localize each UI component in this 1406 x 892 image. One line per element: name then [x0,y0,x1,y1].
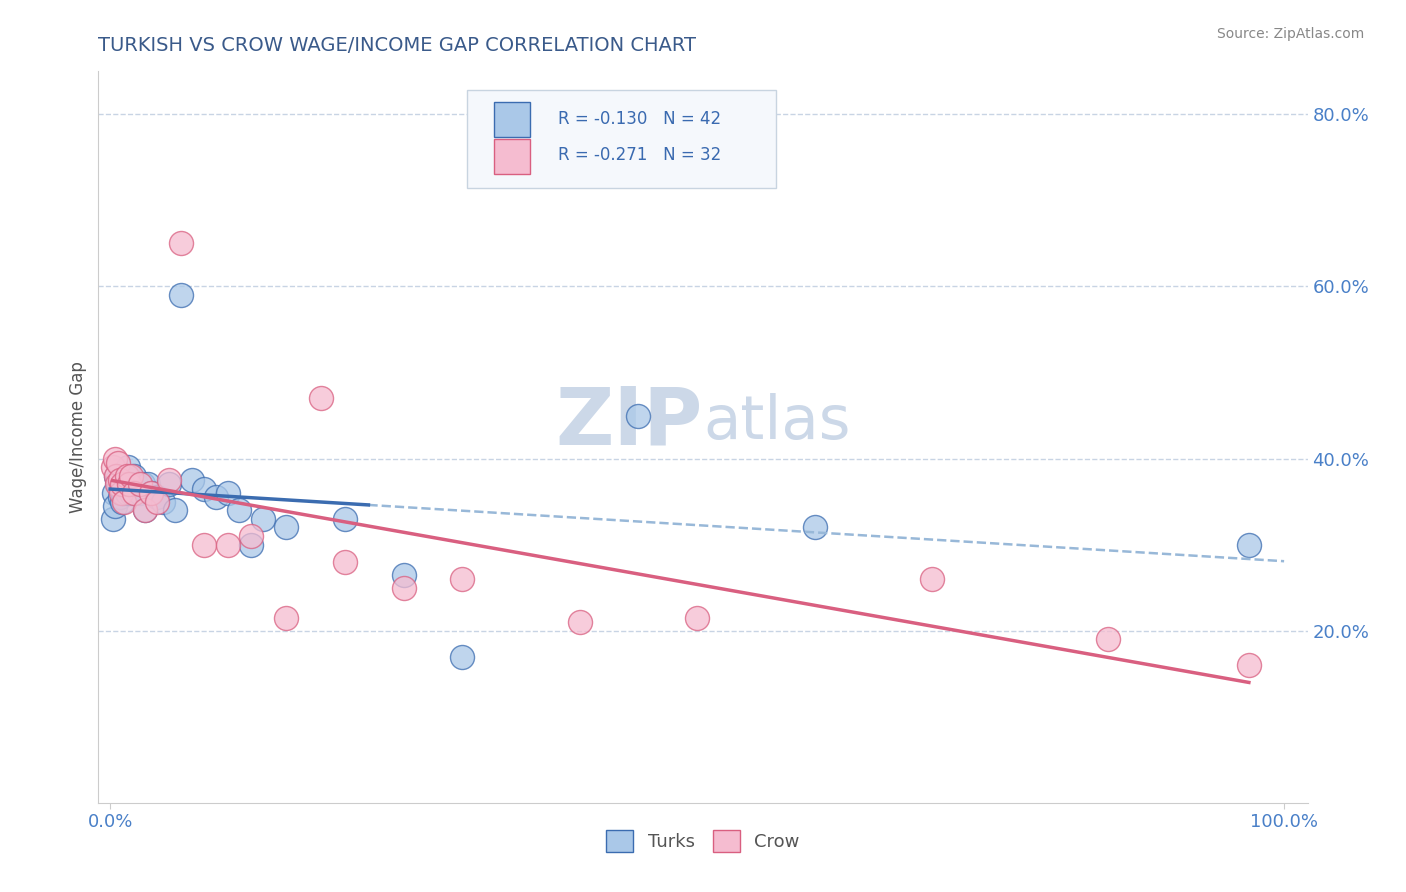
Point [103,486,125,500]
Point [117,460,139,475]
Point [333,555,356,569]
Point [105,477,128,491]
Point [217,486,239,500]
Y-axis label: Wage/Income Gap: Wage/Income Gap [69,361,87,513]
Text: atlas: atlas [703,393,851,452]
Point [181,473,204,487]
Point [152,494,174,508]
Point [111,494,134,508]
Point [240,538,263,552]
Text: R = -0.130   N = 42: R = -0.130 N = 42 [558,110,721,128]
Point [157,473,180,487]
Point [204,491,226,505]
Legend: Turks, Crow: Turks, Crow [599,823,807,860]
Point [141,486,163,500]
Point [134,503,156,517]
Point [114,468,136,483]
Point [122,486,145,500]
Point [146,491,169,505]
Point [1097,632,1119,647]
Point [193,538,215,552]
Point [451,649,474,664]
Point [101,460,124,475]
Point [125,477,148,491]
Point [333,512,356,526]
Point [107,456,129,470]
Point [110,482,132,496]
Text: R = -0.271   N = 32: R = -0.271 N = 32 [558,146,721,164]
Point [118,477,141,491]
Point [112,494,135,508]
Point [1237,658,1260,673]
Point [105,468,128,483]
Point [311,392,333,406]
Point [101,512,124,526]
Point [118,473,141,487]
Point [134,503,156,517]
Point [104,499,127,513]
Text: ZIP: ZIP [555,384,703,461]
Point [1237,538,1260,552]
Point [276,520,298,534]
Point [108,491,131,505]
Point [169,288,191,302]
Point [141,486,163,500]
Point [193,482,215,496]
Point [240,529,263,543]
Text: Source: ZipAtlas.com: Source: ZipAtlas.com [1216,27,1364,41]
FancyBboxPatch shape [494,102,530,137]
Point [392,567,415,582]
Point [228,503,250,517]
Point [392,581,415,595]
Point [111,477,134,491]
Point [157,477,180,491]
Point [105,468,128,483]
Text: TURKISH VS CROW WAGE/INCOME GAP CORRELATION CHART: TURKISH VS CROW WAGE/INCOME GAP CORRELAT… [98,36,696,54]
Point [120,468,142,483]
Point [115,468,138,483]
Point [112,477,135,491]
Point [128,477,150,491]
Point [122,468,145,483]
FancyBboxPatch shape [494,138,530,174]
Point [112,486,135,500]
Point [276,611,298,625]
Point [128,486,150,500]
Point [146,494,169,508]
Point [163,503,186,517]
Point [451,572,474,586]
Point [115,486,138,500]
Point [217,538,239,552]
Point [132,477,155,491]
Point [568,615,591,629]
Point [686,611,709,625]
Point [627,409,650,423]
Point [107,477,129,491]
Point [252,512,274,526]
Point [120,486,142,500]
Point [921,572,943,586]
Point [105,473,128,487]
Point [104,451,127,466]
Point [169,236,191,251]
Point [136,477,159,491]
Point [110,486,132,500]
Point [803,520,825,534]
Point [108,473,131,487]
FancyBboxPatch shape [467,90,776,188]
